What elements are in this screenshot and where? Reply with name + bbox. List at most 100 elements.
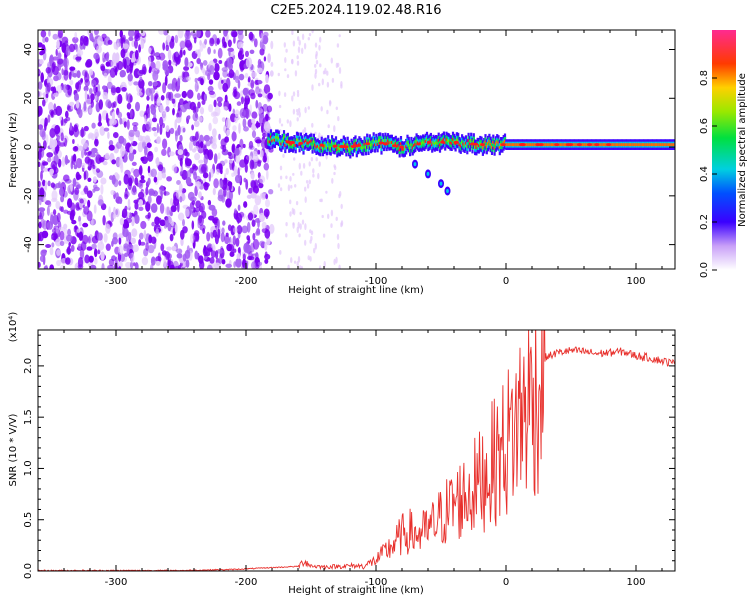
heatmap-cell xyxy=(123,121,127,128)
heatmap-cell xyxy=(135,262,138,268)
heatmap-cell xyxy=(318,44,321,51)
heatmap-cell xyxy=(201,163,207,173)
heatmap-cell xyxy=(373,143,377,147)
heatmap-cell xyxy=(270,61,274,67)
heatmap-cell xyxy=(71,69,74,77)
heatmap-cell xyxy=(604,143,607,147)
heatmap-cell xyxy=(288,143,291,147)
heatmap-cell xyxy=(104,152,110,160)
heatmap-cell xyxy=(667,143,670,147)
heatmap-cell xyxy=(279,175,283,180)
heatmap-cell xyxy=(60,195,65,203)
heatmap-cell xyxy=(100,65,106,72)
heatmap-cell xyxy=(54,124,61,135)
heatmap-cell xyxy=(311,144,314,148)
heatmap-cell xyxy=(663,143,666,147)
heatmap-cell xyxy=(110,189,115,196)
heatmap-cell xyxy=(225,198,232,208)
heatmap-cell xyxy=(639,143,642,147)
heatmap-cell xyxy=(446,189,449,193)
heatmap-cell xyxy=(172,108,175,116)
heatmap-cell xyxy=(398,148,401,152)
heatmap-cell xyxy=(293,157,296,161)
heatmap-cell xyxy=(672,143,675,147)
heatmap-cell xyxy=(507,143,510,147)
heatmap-cell xyxy=(221,117,226,122)
heatmap-cell xyxy=(299,138,302,142)
heatmap-cell xyxy=(248,31,254,41)
heatmap-cell xyxy=(178,183,183,194)
heatmap-cell xyxy=(118,245,124,255)
heatmap-cell xyxy=(296,92,300,98)
heatmap-cell xyxy=(121,208,128,219)
heatmap-cell xyxy=(68,71,72,80)
heatmap-cell xyxy=(326,109,329,115)
heatmap-cell xyxy=(489,143,492,146)
heatmap-cell xyxy=(289,142,292,146)
heatmap-cell xyxy=(353,143,356,147)
heatmap-cell xyxy=(233,35,236,44)
heatmap-cell xyxy=(324,67,327,75)
heatmap-cell xyxy=(88,69,94,76)
heatmap-cell xyxy=(229,251,235,257)
heatmap-cell xyxy=(231,145,235,152)
heatmap-cell xyxy=(54,182,62,189)
heatmap-cell xyxy=(294,70,298,77)
heatmap-cell xyxy=(264,241,268,251)
heatmap-cell xyxy=(289,120,292,128)
heatmap-cell xyxy=(155,157,160,166)
heatmap-cell xyxy=(296,55,299,60)
heatmap-cell xyxy=(250,79,255,89)
heatmap-cell xyxy=(255,120,259,129)
heatmap-cell xyxy=(150,236,157,244)
heatmap-cell xyxy=(66,234,73,242)
heatmap-cell xyxy=(529,143,533,147)
heatmap-cell xyxy=(450,141,453,145)
heatmap-cell xyxy=(148,234,153,244)
heatmap-cell xyxy=(243,201,248,208)
heatmap-cell xyxy=(396,145,399,148)
heatmap-cell xyxy=(182,218,185,227)
heatmap-cell xyxy=(278,90,281,97)
heatmap-cell xyxy=(296,261,299,267)
heatmap-cell xyxy=(432,141,435,144)
heatmap-cell xyxy=(185,259,190,268)
heatmap-cell xyxy=(327,124,330,129)
heatmap-cell xyxy=(93,52,100,60)
heatmap-cell xyxy=(91,147,98,154)
heatmap-cell xyxy=(269,70,274,77)
heatmap-cell xyxy=(128,30,135,38)
heatmap-cell xyxy=(248,187,253,194)
heatmap-cell xyxy=(171,81,176,92)
spectrogram-y-tick-labels: -40 -20 0 20 40 xyxy=(23,43,34,253)
heatmap-cell xyxy=(192,163,197,170)
heatmap-cell xyxy=(641,143,644,147)
heatmap-cell xyxy=(111,174,116,185)
heatmap-cell xyxy=(170,220,175,227)
heatmap-cell xyxy=(520,143,526,147)
heatmap-cell xyxy=(473,142,479,146)
heatmap-cell xyxy=(532,143,535,147)
heatmap-cell xyxy=(167,49,172,60)
heatmap-cell xyxy=(325,190,328,194)
heatmap-cell xyxy=(338,264,341,269)
heatmap-cell xyxy=(134,39,138,49)
heatmap-cell xyxy=(370,143,373,147)
heatmap-cell xyxy=(176,180,181,185)
heatmap-cell xyxy=(401,147,404,151)
heatmap-cell xyxy=(217,152,221,160)
heatmap-cell xyxy=(49,140,53,149)
heatmap-cell xyxy=(119,197,123,205)
heatmap-cell xyxy=(203,144,207,154)
heatmap-cell xyxy=(165,125,170,133)
heatmap-cell xyxy=(84,90,88,101)
heatmap-cell xyxy=(165,97,170,106)
heatmap-cell xyxy=(91,218,94,226)
heatmap-cell xyxy=(73,126,80,138)
heatmap-cell xyxy=(139,76,143,82)
heatmap-cell xyxy=(233,208,237,214)
heatmap-cell xyxy=(425,138,429,141)
heatmap-cell xyxy=(162,42,166,51)
heatmap-cell xyxy=(212,188,216,196)
heatmap-cell xyxy=(108,144,115,151)
